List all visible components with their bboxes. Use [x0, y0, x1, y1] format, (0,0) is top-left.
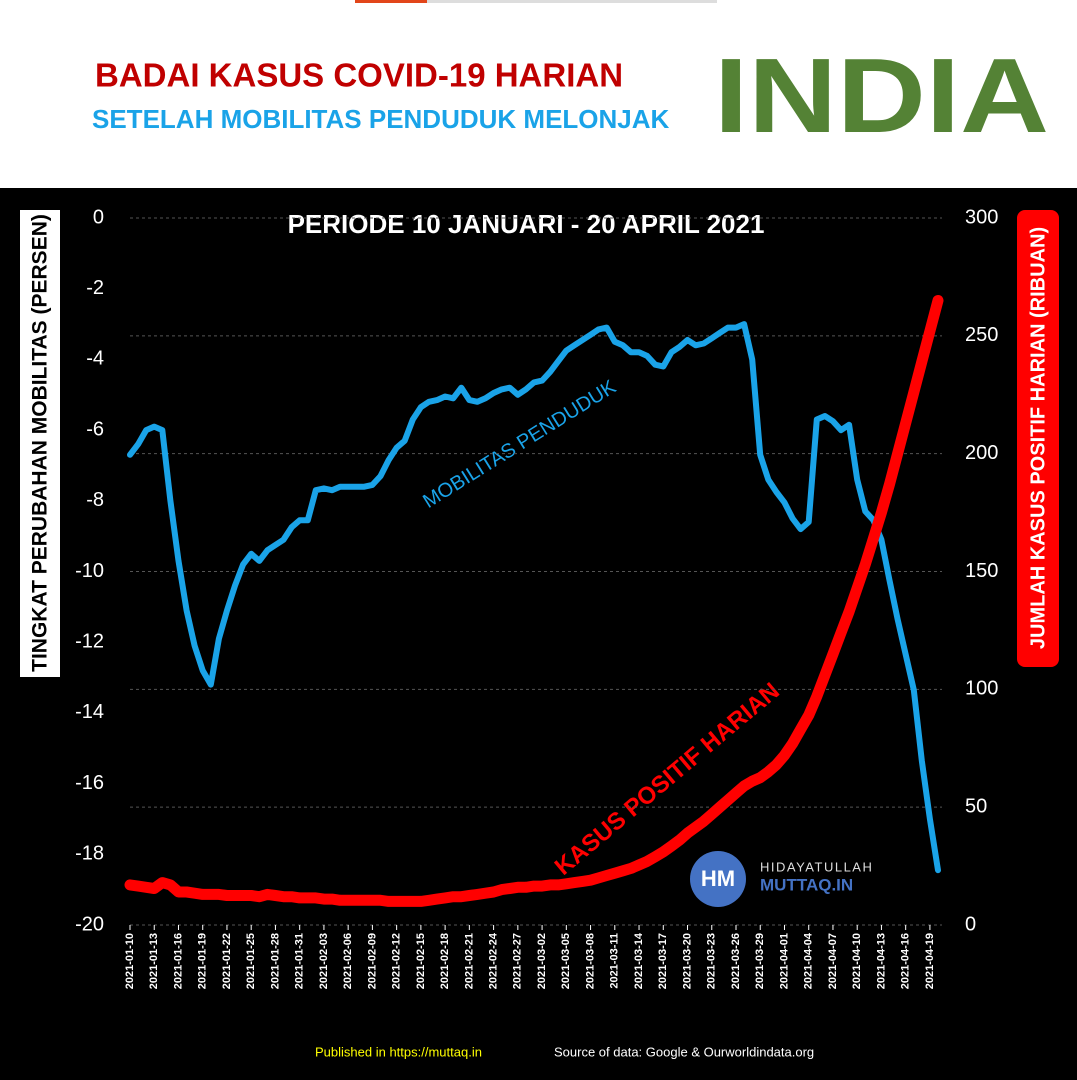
- x-tick-label: 2021-03-14: [633, 932, 645, 989]
- y2-axis-label: JUMLAH KASUS POSITIF HARIAN (RIBUAN): [1027, 227, 1049, 649]
- y2-tick-label: 250: [965, 324, 998, 346]
- y2-tick-label: 100: [965, 678, 998, 700]
- x-tick-label: 2021-01-22: [221, 933, 233, 989]
- logo-line2: MUTTAQ.IN: [760, 875, 853, 894]
- x-tick-label: 2021-04-19: [924, 933, 936, 989]
- plot: 0 -2 -4 -6 -8 -10 -12 -14 -16 -18 -20 0 50 100 150 200 2…: [75, 206, 998, 989]
- y2-tick-label: 300: [965, 206, 998, 228]
- x-tick-label: 2021-03-23: [706, 933, 718, 989]
- series-line: [127, 321, 941, 874]
- x-tick-label: 2021-02-15: [415, 933, 427, 989]
- x-tick-label: 2021-03-26: [730, 933, 742, 989]
- x-tick-label: 2021-04-04: [803, 932, 815, 989]
- header-bg: [0, 0, 1077, 188]
- x-tick-label: 2021-01-28: [269, 933, 281, 989]
- x-tick-label: 2021-04-10: [851, 933, 863, 989]
- y2-tick-label: 150: [965, 560, 998, 582]
- y-axis-label: TINGKAT PERUBAHAN MOBILITAS (PERSEN): [29, 214, 52, 672]
- x-tick-label: 2021-03-11: [609, 933, 621, 989]
- y-tick-label: -4: [86, 348, 104, 370]
- y-tick-label: -14: [75, 701, 104, 723]
- logo-line1: HIDAYATULLAH: [760, 859, 873, 874]
- y-tick-label: 0: [93, 206, 104, 228]
- x-tick-label: 2021-01-25: [245, 933, 257, 989]
- y-tick-label: -18: [75, 843, 104, 865]
- x-tick-label: 2021-02-03: [318, 933, 330, 989]
- x-tick-label: 2021-02-06: [342, 933, 354, 989]
- x-tick-label: 2021-04-13: [875, 933, 887, 989]
- header-title: BADAI KASUS COVID-19 HARIAN: [95, 57, 623, 94]
- x-tick-label: 2021-03-08: [584, 933, 596, 989]
- chart-bg: [0, 188, 1077, 1080]
- y-tick-label: -12: [75, 630, 104, 652]
- y2-tick-label: 50: [965, 795, 987, 817]
- x-tick-label: 2021-03-17: [657, 933, 669, 989]
- x-tick-label: 2021-03-05: [560, 933, 572, 989]
- series-line: [124, 295, 944, 907]
- x-tick-label: 2021-01-10: [124, 933, 136, 989]
- chart-title: PERIODE 10 JANUARI - 20 APRIL 2021: [288, 209, 765, 239]
- x-tick-label: 2021-01-31: [294, 933, 306, 989]
- y-tick-label: -6: [86, 418, 104, 440]
- x-tick-label: 2021-02-09: [366, 933, 378, 989]
- x-tick-label: 2021-04-07: [827, 933, 839, 989]
- y-tick-label: -10: [75, 560, 104, 582]
- y2label-bg: [1017, 210, 1059, 667]
- y-tick-label: -16: [75, 772, 104, 794]
- y2-tick-label: 0: [965, 913, 976, 935]
- x-tick-label: 2021-01-13: [148, 933, 160, 989]
- x-tick-label: 2021-02-18: [439, 933, 451, 989]
- logo-initials: HM: [701, 866, 735, 891]
- ylabel-bg: [20, 210, 60, 677]
- y-tick-label: -20: [75, 913, 104, 935]
- x-tick-label: 2021-03-20: [681, 933, 693, 989]
- header-country: INDIA: [714, 37, 1049, 155]
- x-tick-label: 2021-01-16: [172, 933, 184, 989]
- x-tick-label: 2021-02-21: [463, 933, 475, 989]
- x-tick-label: 2021-02-27: [512, 933, 524, 989]
- footer-source: Source of data: Google & Ourworldindata.…: [554, 1044, 814, 1059]
- x-tick-label: 2021-02-24: [488, 932, 500, 989]
- logo-circle: [690, 851, 746, 907]
- x-tick-label: 2021-01-19: [197, 933, 209, 989]
- y2-tick-label: 200: [965, 442, 998, 464]
- y-tick-label: -2: [86, 277, 104, 299]
- top-accent-gray: [427, 0, 717, 3]
- top-accent: [355, 0, 427, 3]
- x-tick-label: 2021-03-29: [754, 933, 766, 989]
- y-tick-label: -8: [86, 489, 104, 511]
- x-tick-label: 2021-04-16: [900, 933, 912, 989]
- x-tick-label: 2021-02-12: [391, 933, 403, 989]
- x-tick-label: 2021-03-02: [536, 933, 548, 989]
- x-tick-label: 2021-04-01: [778, 933, 790, 989]
- footer-published: Published in https://muttaq.in: [315, 1044, 482, 1059]
- header-subtitle: SETELAH MOBILITAS PENDUDUK MELONJAK: [92, 104, 670, 134]
